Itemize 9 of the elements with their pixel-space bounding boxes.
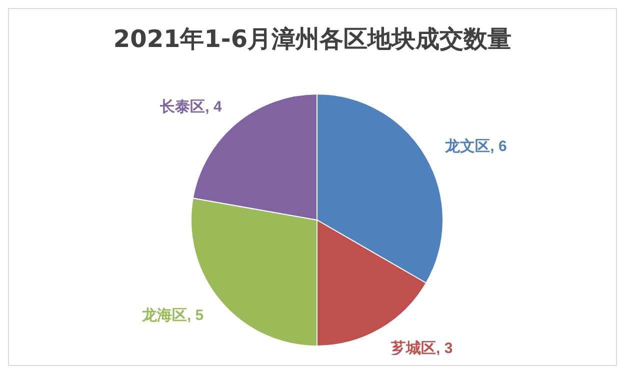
data-label: , 5 [186, 306, 204, 324]
data-label: , 4 [205, 98, 223, 116]
chart-title: 2021年1-6月漳州各区地块成交数量 [112, 24, 513, 55]
slice-label: 龙文区 [444, 138, 490, 154]
slice-label: 龙海区 [140, 306, 187, 324]
data-label: , 6 [490, 138, 507, 154]
data-label: , 3 [436, 340, 453, 357]
slice-label: 芗城区 [390, 340, 436, 357]
slice-label: 长泰区 [159, 98, 206, 116]
